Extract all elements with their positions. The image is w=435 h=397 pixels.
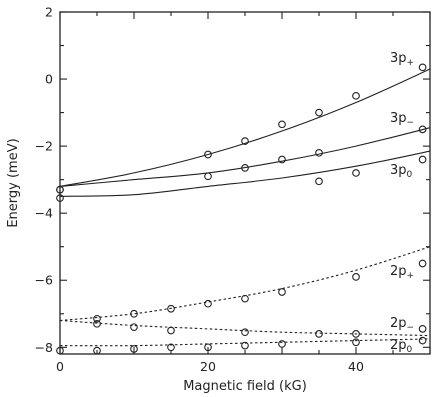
data-point — [418, 155, 427, 164]
series-label-3: 2p+ — [390, 264, 414, 281]
data-point — [167, 304, 175, 313]
data-point — [241, 341, 249, 350]
data-point — [315, 330, 323, 338]
x-tick-label: 20 — [200, 359, 216, 374]
series-curve-2p-3 — [59, 246, 431, 322]
data-point — [56, 194, 64, 202]
data-point — [93, 346, 101, 355]
data-point — [315, 177, 323, 186]
data-point — [352, 169, 360, 177]
series-label-2: 3p0 — [390, 163, 413, 180]
data-point — [278, 155, 286, 164]
series-label-1: 3p− — [390, 111, 414, 128]
data-point — [418, 325, 427, 333]
data-point — [130, 345, 138, 353]
series-label-4: 2p− — [390, 316, 414, 333]
data-point — [167, 343, 175, 352]
y-tick-label: 2 — [45, 5, 53, 20]
series-curve-3p-0 — [59, 68, 431, 187]
data-point — [352, 338, 360, 347]
data-point — [204, 150, 212, 159]
plot-frame — [59, 11, 431, 355]
data-point — [204, 172, 212, 181]
x-tick-label: 40 — [348, 359, 364, 374]
data-point — [418, 63, 427, 72]
data-point — [130, 309, 138, 318]
data-point — [352, 330, 360, 338]
data-point — [93, 319, 101, 328]
y-tick-label: −6 — [35, 273, 53, 288]
x-tick-label: 0 — [56, 359, 64, 374]
data-points — [56, 63, 427, 355]
data-point — [241, 137, 249, 145]
y-tick-label: −4 — [35, 206, 53, 221]
data-point — [418, 125, 427, 134]
data-point — [241, 164, 249, 172]
data-point — [278, 340, 286, 348]
series-curve-2p-5 — [59, 338, 431, 347]
y-tick-label: −8 — [35, 340, 53, 355]
data-point — [278, 288, 286, 296]
data-point — [352, 273, 360, 281]
series-labels: 3p+ 3p− 3p0 2p+ 2p− 2p0 — [390, 51, 414, 355]
data-point — [418, 336, 427, 345]
data-point — [352, 91, 360, 100]
series-curve-3p-1 — [59, 127, 431, 187]
x-axis-label: Magnetic field (kG) — [183, 379, 307, 394]
data-point — [204, 343, 212, 352]
data-point — [241, 294, 249, 303]
series-label-5: 2p0 — [390, 338, 413, 355]
data-point — [167, 326, 175, 335]
data-point — [130, 323, 138, 332]
series-curve-2p-4 — [59, 319, 431, 337]
data-point — [418, 259, 427, 268]
data-point — [241, 328, 249, 337]
data-point — [315, 108, 323, 117]
y-tick-label: −2 — [35, 139, 53, 154]
series-curve-3p-2 — [59, 150, 431, 197]
data-point — [278, 120, 286, 129]
series-label-0: 3p+ — [390, 51, 414, 68]
y-axis-label: Energy (meV) — [6, 138, 21, 227]
data-point — [315, 148, 323, 157]
data-point — [204, 299, 212, 308]
data-point — [56, 185, 64, 194]
series-curves — [59, 68, 431, 347]
data-point — [93, 314, 101, 323]
y-tick-label: 0 — [45, 72, 53, 87]
data-point — [56, 346, 64, 355]
